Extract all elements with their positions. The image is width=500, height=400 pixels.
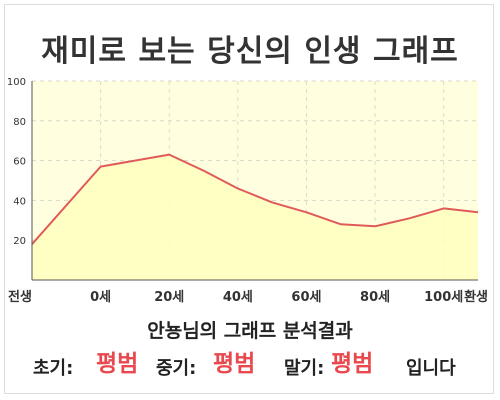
analysis-summary: 안뇽님의 그래프 분석결과 [147,320,353,342]
x-tick-labels: 전생 0세 20세 40세 60세 80세 100세 환생 [8,289,488,305]
y-tick-labels: 20 40 60 80 100 [7,77,26,247]
x-tick-label: 60세 [291,290,321,305]
early-value: 평범 [96,351,139,377]
late-value: 평범 [331,351,374,377]
area-fill [32,154,478,280]
x-tick-label: 100세 [424,290,463,305]
y-tick-label: 80 [13,117,26,128]
early-label: 초기: [33,358,74,379]
x-tick-label: 40세 [223,290,253,305]
late-label: 말기: [284,358,325,379]
y-tick-label: 60 [13,157,26,168]
axes [31,81,478,281]
y-tick-label: 40 [13,196,26,207]
x-tick-label: 전생 [8,289,32,305]
x-tick-label: 환생 [464,289,488,305]
middle-value: 평범 [213,351,256,377]
middle-label: 중기: [156,358,197,379]
result-line: 초기: 평범 중기: 평범 말기: 평범 입니다 [0,344,500,384]
x-tick-label: 0세 [90,290,111,305]
series-line [31,153,479,245]
chart-title: 재미로 보는 당신의 인생 그래프 [41,34,459,69]
y-tick-label: 100 [7,77,26,88]
x-tick-label: 80세 [360,290,390,305]
ending-text: 입니다 [406,358,456,379]
y-tick-label: 20 [13,236,26,247]
x-tick-label: 20세 [154,290,184,305]
